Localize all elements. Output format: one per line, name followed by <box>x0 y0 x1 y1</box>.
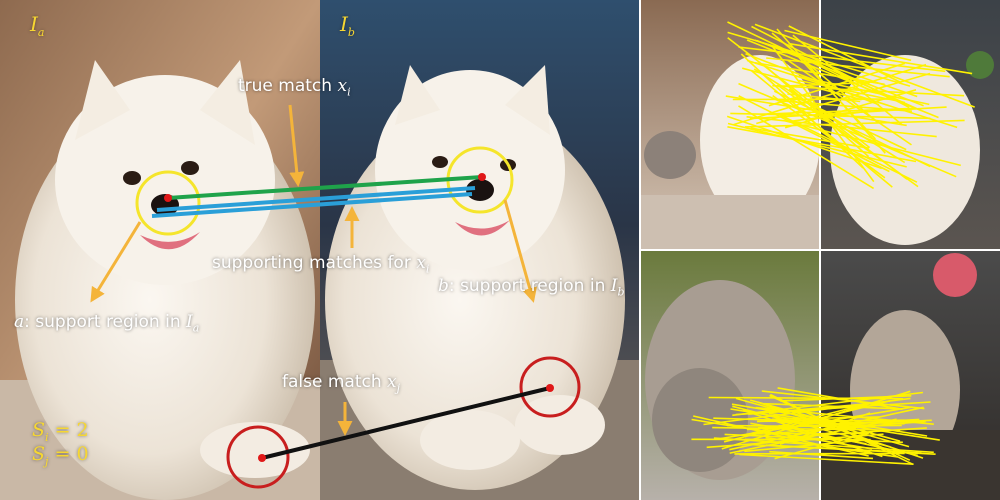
supporting-match-line-1 <box>156 186 476 212</box>
example-match-line <box>771 416 880 421</box>
example-match-line <box>779 114 918 183</box>
example-match-line <box>769 450 874 460</box>
true-match-line <box>167 175 483 200</box>
example-match-line <box>749 106 947 120</box>
example-match-line <box>729 406 924 451</box>
example-match-line <box>746 59 958 129</box>
example-match-line <box>771 32 878 123</box>
arrow-true-match <box>288 104 305 187</box>
example-bottom-left <box>640 250 820 500</box>
example-match-line <box>788 42 973 75</box>
image-a <box>0 0 320 500</box>
example-match-line <box>788 88 908 180</box>
example-match-line <box>744 438 871 453</box>
example-match-line <box>724 433 903 444</box>
example-match-line <box>703 397 911 426</box>
example-match-line <box>765 444 922 454</box>
example-match-line <box>738 105 875 190</box>
example-match-line <box>691 418 873 450</box>
example-match-line <box>727 122 907 168</box>
example-matches-top <box>725 21 975 190</box>
example-match-line <box>787 93 861 103</box>
example-match-line <box>727 37 871 149</box>
example-match-line <box>750 69 893 188</box>
example-match-line <box>787 59 912 146</box>
example-match-line <box>769 394 911 461</box>
false-region-b <box>519 356 581 418</box>
example-match-line <box>713 437 934 454</box>
false-keypoint-b <box>546 384 554 392</box>
false-keypoint-a <box>258 454 266 462</box>
example-match-line <box>794 74 930 106</box>
supporting-match-line-2 <box>151 192 473 218</box>
example-bottom-right <box>820 250 1000 500</box>
example-top-right <box>820 0 1000 250</box>
image-b <box>320 0 640 500</box>
false-region-a <box>226 425 290 489</box>
example-match-line <box>784 89 917 129</box>
example-match-line <box>748 403 865 415</box>
example-match-line <box>725 95 907 127</box>
example-matches-bottom <box>691 387 940 466</box>
example-match-line <box>738 95 890 173</box>
example-match-line <box>746 39 939 119</box>
arrow-region-a <box>90 221 142 303</box>
example-match-line <box>754 23 975 108</box>
keypoint-b <box>478 173 486 181</box>
arrow-region-b <box>503 199 537 303</box>
example-match-line <box>739 453 914 465</box>
example-match-line <box>727 126 917 163</box>
example-match-line <box>788 25 902 84</box>
keypoint-a <box>164 194 172 202</box>
example-match-line <box>735 397 910 448</box>
example-match-line <box>785 120 961 167</box>
false-match-line <box>261 386 551 460</box>
example-match-line <box>798 56 876 140</box>
example-match-line <box>786 427 927 439</box>
example-match-line <box>761 390 925 410</box>
example-match-line <box>756 419 905 423</box>
example-match-line <box>727 31 911 87</box>
example-match-line <box>744 119 965 128</box>
support-region-a <box>135 170 201 236</box>
example-match-line <box>742 409 883 458</box>
example-match-line <box>750 127 870 149</box>
example-match-line <box>766 57 950 78</box>
example-match-line <box>784 29 912 62</box>
example-match-line <box>730 112 931 120</box>
example-match-line <box>732 391 923 417</box>
